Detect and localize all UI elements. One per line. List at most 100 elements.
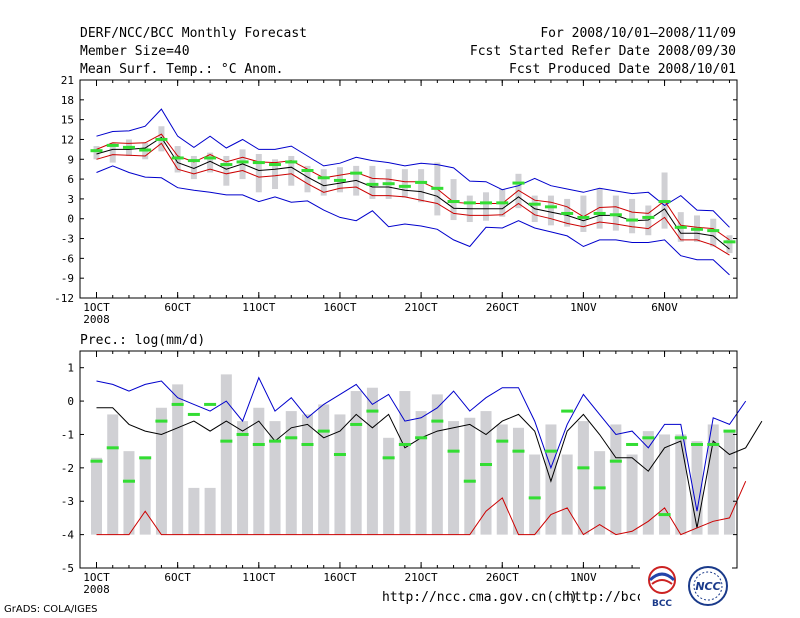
temp-mark — [382, 182, 395, 186]
temp-mark — [593, 211, 606, 215]
precip-mark — [512, 449, 525, 453]
temp-bar — [450, 179, 457, 221]
bcc-logo-text: BCC — [652, 599, 672, 609]
precip-bar — [123, 451, 135, 535]
precip-bar — [350, 391, 362, 535]
bcc-logo-icon: BCC — [648, 566, 676, 609]
produced-date-label: Fcst Produced Date 2008/10/01 — [509, 62, 736, 77]
temp-mark — [723, 240, 736, 244]
temp-bar — [596, 189, 603, 229]
precip-mark — [106, 446, 119, 450]
temp-mark — [350, 171, 363, 175]
temp-mark — [220, 163, 233, 167]
temp-mark — [691, 227, 704, 231]
precip-bar — [220, 374, 232, 535]
temp-bar — [304, 165, 311, 193]
temp-mark — [301, 169, 314, 173]
precip-mark — [674, 436, 687, 440]
temp-mark — [642, 215, 655, 219]
temp-mark — [236, 160, 249, 164]
temp-mark — [90, 149, 103, 153]
temp-mark — [658, 200, 671, 204]
precip-mark — [447, 449, 460, 453]
precip-bar — [334, 414, 346, 535]
precip-xtick-label: 26OCT — [486, 571, 519, 584]
temp-bar — [207, 152, 214, 173]
precip-bar — [155, 407, 167, 535]
precip-xtick-label: 21OCT — [405, 571, 438, 584]
temp-xtick-label: 11OCT — [242, 301, 275, 314]
precip-bar — [723, 431, 735, 535]
precip-bar — [107, 414, 119, 535]
precip-mark — [317, 429, 330, 433]
bcc-ncc-logo: BCC NCC — [640, 562, 732, 610]
temp-xtick-label: 16OCT — [323, 301, 356, 314]
precip-bar — [561, 454, 573, 535]
precip-mark — [366, 409, 379, 413]
precip-xtick-label: 1OCT — [83, 571, 110, 584]
precip-panel-title: Prec.: log(mm/d) — [80, 333, 205, 348]
temp-mark — [366, 182, 379, 186]
temp-bar — [272, 159, 279, 189]
precip-bar — [464, 417, 476, 535]
temp-mark — [528, 202, 541, 206]
temp-bar — [580, 195, 587, 232]
temp-xtick-label: 26OCT — [486, 301, 519, 314]
temp-bar — [288, 155, 295, 186]
precip-year-label: 2008 — [83, 583, 110, 596]
precip-bar — [204, 487, 216, 535]
precip-series-median — [96, 407, 763, 528]
precip-bar — [431, 394, 443, 535]
temp-series-q25 — [96, 142, 730, 256]
precip-xtick-label: 1NOV — [570, 571, 597, 584]
temp-bar — [629, 198, 636, 234]
precip-bar — [399, 391, 411, 535]
temp-xtick-label: 1OCT — [83, 301, 110, 314]
precip-mark — [593, 486, 606, 490]
precip-bar — [512, 427, 524, 535]
temp-ytick-label: -3 — [61, 233, 74, 246]
precip-xtick-label: 6OCT — [164, 571, 191, 584]
temp-mark — [561, 211, 574, 215]
temp-ytick-label: 18 — [61, 94, 74, 107]
precip-mark — [122, 479, 135, 483]
temp-mark — [577, 215, 590, 219]
temp-mark — [106, 143, 119, 147]
precip-mark — [561, 409, 574, 413]
precip-mark — [544, 449, 557, 453]
precip-bar — [188, 487, 200, 535]
temp-mark — [674, 225, 687, 229]
footer-url-en[interactable]: http://bcc. — [566, 590, 653, 605]
precip-mark — [204, 402, 217, 406]
precip-bar — [577, 421, 589, 535]
precip-mark — [333, 452, 346, 456]
precip-bar — [642, 431, 654, 535]
precip-ytick-label: -1 — [61, 428, 74, 441]
precip-mark — [285, 436, 298, 440]
precip-mark — [626, 442, 639, 446]
precip-bar — [301, 414, 313, 535]
temp-mark — [431, 186, 444, 190]
temp-xtick-label: 6OCT — [164, 301, 191, 314]
temp-mark — [317, 176, 330, 180]
temp-bar — [612, 195, 619, 231]
temp-ytick-label: -12 — [54, 292, 74, 305]
precip-bar — [237, 421, 249, 535]
temp-ytick-label: 0 — [67, 213, 74, 226]
temp-mark — [512, 181, 525, 185]
precip-mark — [528, 496, 541, 500]
precip-mark — [350, 422, 363, 426]
precip-xtick-label: 11OCT — [242, 571, 275, 584]
precip-mark — [236, 432, 249, 436]
precip-mark — [707, 442, 720, 446]
start-date-label: Fcst Started Refer Date 2008/09/30 — [469, 44, 736, 59]
precip-mark — [609, 459, 622, 463]
temp-frame — [79, 79, 738, 299]
precip-bar — [285, 411, 297, 535]
precip-bar — [594, 451, 606, 535]
temp-mark — [496, 201, 509, 205]
precip-bar — [91, 457, 102, 535]
temp-bar — [515, 173, 522, 209]
footer-url-ch[interactable]: http://ncc.cma.gov.cn(ch) — [382, 590, 578, 605]
